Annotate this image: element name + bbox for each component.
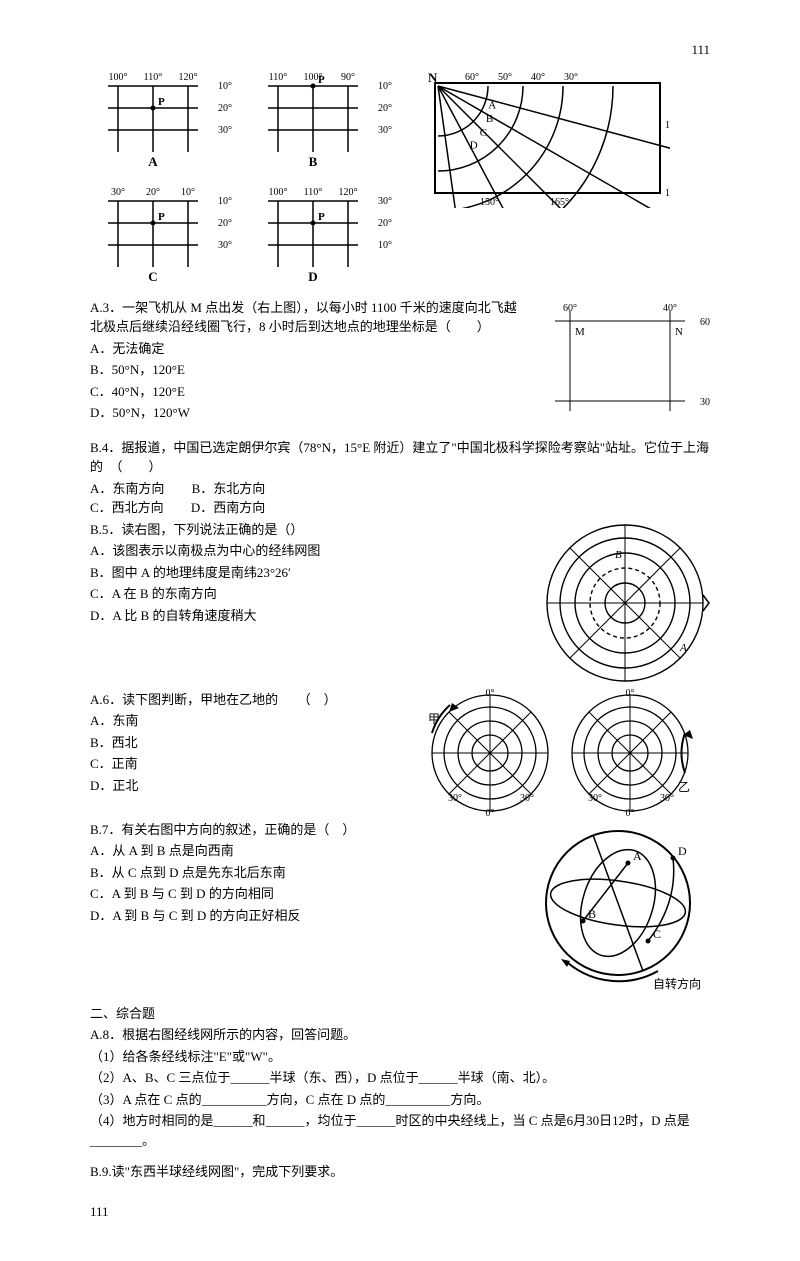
q8-p2: （2）A、B、C 三点位于______半球（东、西），D 点位于______半球… [90,1068,710,1088]
svg-text:P: P [318,74,325,86]
svg-text:60°: 60° [563,303,577,314]
q4-opt-b: B．东北方向 [192,481,266,496]
svg-text:30°: 30° [700,397,710,408]
svg-text:0°: 0° [486,808,495,818]
svg-text:20°: 20° [146,187,160,198]
svg-text:A: A [488,99,496,111]
svg-text:30°: 30° [218,125,232,136]
q3-stem: A.3．一架飞机从 M 点出发（右上图），以每小时 1100 千米的速度向北飞越… [90,298,520,337]
svg-text:10°: 10° [378,240,392,251]
q3-opt-b: B．50°N，120°E [90,360,520,380]
q8-p3: （3）A 点在 C 点的__________方向，C 点在 D 点的______… [90,1090,710,1110]
svg-text:110°: 110° [269,72,288,83]
svg-text:100°: 100° [109,72,128,83]
q3-opt-c: C．40°N，120°E [90,382,520,402]
page-number-top: 111 [90,40,710,60]
svg-text:30°: 30° [378,196,392,207]
svg-text:C: C [480,126,487,138]
svg-text:0°: 0° [626,688,635,699]
q4-opt-c: C．西北方向 [90,500,164,515]
svg-text:30°: 30° [520,793,534,804]
q8-stem: A.8．根据右图经线网所示的内容，回答问题。 [90,1025,710,1045]
q3-figure: 60° 40° 60° 30° M N [540,296,710,436]
svg-text:110°: 110° [304,187,323,198]
svg-text:D: D [308,269,317,284]
svg-text:10°: 10° [218,196,232,207]
svg-text:D: D [678,844,687,858]
svg-text:N: N [675,326,683,338]
svg-text:60°: 60° [700,317,710,328]
svg-text:B: B [615,549,622,561]
svg-text:10°: 10° [181,187,195,198]
svg-text:30°: 30° [378,125,392,136]
svg-text:P: P [318,211,325,223]
svg-text:自转方向: 自转方向 [653,976,701,991]
svg-text:150°: 150° [480,197,499,208]
q8-p1: （1）给各条经线标注"E"或"W"。 [90,1047,710,1067]
svg-text:20°: 20° [378,218,392,229]
svg-text:40°: 40° [663,303,677,314]
svg-text:乙: 乙 [678,780,690,794]
four-grids-figure: 100° 110° 120° 10° 20° 30° P A 110° 100° 90° 10° 20… [90,68,400,288]
svg-text:50°: 50° [498,72,512,83]
q8-p4: （4）地方时相同的是______和______，均位于______时区的中央经线… [90,1111,710,1150]
svg-text:165°: 165° [665,120,670,131]
svg-text:40°: 40° [531,72,545,83]
svg-text:20°: 20° [218,218,232,229]
svg-text:A: A [679,642,687,654]
q3-opt-a: A．无法确定 [90,339,520,359]
svg-text:10°: 10° [378,81,392,92]
svg-text:30°: 30° [588,793,602,804]
q7-figure: ABCD自转方向 [530,818,710,998]
svg-text:120°: 120° [179,72,198,83]
svg-text:P: P [158,96,165,108]
section-2-title: 二、综合题 [90,1004,710,1024]
svg-text:30°: 30° [111,187,125,198]
polar-figure: N 60° 50° 40° 30° ABCD 165° 180° 150° 165° [420,68,670,208]
q9-stem: B.9.读"东西半球经线网图"，完成下列要求。 [90,1162,710,1182]
svg-text:N: N [428,70,438,85]
q6-figure: 0° 0° 30° 30° 甲 0° 0° 30° 30° 乙 [420,688,710,818]
svg-text:120°: 120° [339,187,358,198]
svg-text:30°: 30° [218,240,232,251]
svg-text:30°: 30° [564,72,578,83]
svg-text:0°: 0° [626,808,635,818]
svg-text:20°: 20° [378,103,392,114]
svg-text:10°: 10° [218,81,232,92]
svg-text:60°: 60° [465,72,479,83]
svg-text:A: A [148,154,158,169]
page-number-bottom: 111 [90,1202,710,1222]
svg-text:90°: 90° [341,72,355,83]
svg-text:甲: 甲 [428,712,440,726]
q4-stem: B.4．据报道，中国已选定朗伊尔宾（78°N，15°E 附近）建立了"中国北极科… [90,438,710,477]
q4-opt-a: A．东南方向 [90,481,164,496]
svg-text:180°: 180° [665,188,670,199]
q4-opt-d: D．西南方向 [191,500,265,515]
svg-text:D: D [470,139,478,151]
svg-text:100°: 100° [269,187,288,198]
svg-text:30°: 30° [448,793,462,804]
svg-text:C: C [148,269,157,284]
svg-text:P: P [158,211,165,223]
svg-text:M: M [575,326,585,338]
svg-text:B: B [486,113,493,125]
q5-figure: AB [540,518,710,688]
svg-text:20°: 20° [218,103,232,114]
svg-text:0°: 0° [486,688,495,699]
q3-opt-d: D．50°N，120°W [90,403,520,423]
svg-text:B: B [309,154,318,169]
svg-text:A: A [633,849,642,863]
svg-text:30°: 30° [660,793,674,804]
svg-text:110°: 110° [144,72,163,83]
svg-text:165°: 165° [550,197,569,208]
